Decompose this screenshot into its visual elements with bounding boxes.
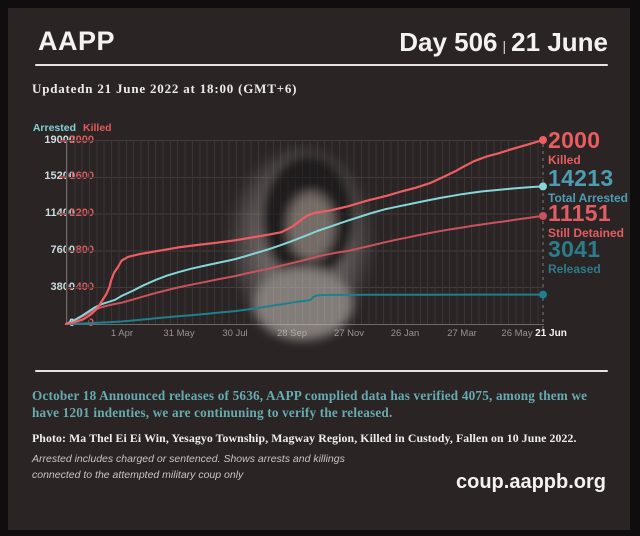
release-verification-note: October 18 Announced releases of 5636, A… [32,388,588,421]
callout-value: 2000 [548,127,601,153]
frame-edge-left [0,0,8,536]
x-axis-tick: 26 May [501,328,533,339]
x-axis-tick: 28 Sep [276,328,308,339]
callout-still-detained: 11151 Still Detained [548,200,625,240]
frame-edge-top [0,0,640,8]
header-rule [35,64,608,66]
x-axis-tick: 26 Jan [390,328,420,339]
callout-value: 14213 [548,165,614,191]
axis-tick-dash [59,175,67,178]
callout-label: Killed [548,153,581,167]
callout-released: 3041 Released [548,236,601,276]
chart-grid [66,140,544,325]
x-axis-tick: 1 Apr [110,328,134,339]
x-axis-tick: 30 Jul [222,328,248,339]
callout-label: Still Detained [548,226,625,240]
x-axis-tick: 27 Nov [333,328,365,339]
axis-tick-dash [59,139,67,142]
methodology-note: Arrested includes charged or sentenced. … [32,453,345,481]
date-label: 21 June [511,27,608,57]
axis-tick-dash [59,212,67,215]
day-counter: Day 506 | 21 June [399,27,608,58]
callout-killed: 2000 Killed [548,127,601,167]
website-url: coup.aappb.org [456,471,606,493]
x-axis-tick: 31 May [163,328,195,339]
x-axis-tick: 27 Mar [447,328,477,339]
callout-value: 3041 [548,236,601,262]
brand-logo: AAPP [38,26,116,56]
photo-caption: Photo: Ma Thel Ei Ei Win, Yesagyo Townsh… [32,431,577,445]
section-rule [35,370,608,372]
frame-edge-bottom [0,530,640,536]
right-axis-title: Killed [83,122,112,134]
day-divider: | [502,38,507,54]
frame-edge-right [630,0,640,536]
day-label: Day 506 [399,27,498,57]
callout-label: Released [548,262,601,276]
left-axis-title: Arrested [32,122,76,134]
updated-timestamp: Updatedn 21 June 2022 at 18:00 (GMT+6) [32,81,298,96]
callout-total-arrested: 14213 Total Arrested [548,165,629,205]
callout-value: 11151 [548,200,611,226]
callout-label: Total Arrested [548,191,629,205]
x-axis-tick-current: 21 Jun [535,328,567,339]
